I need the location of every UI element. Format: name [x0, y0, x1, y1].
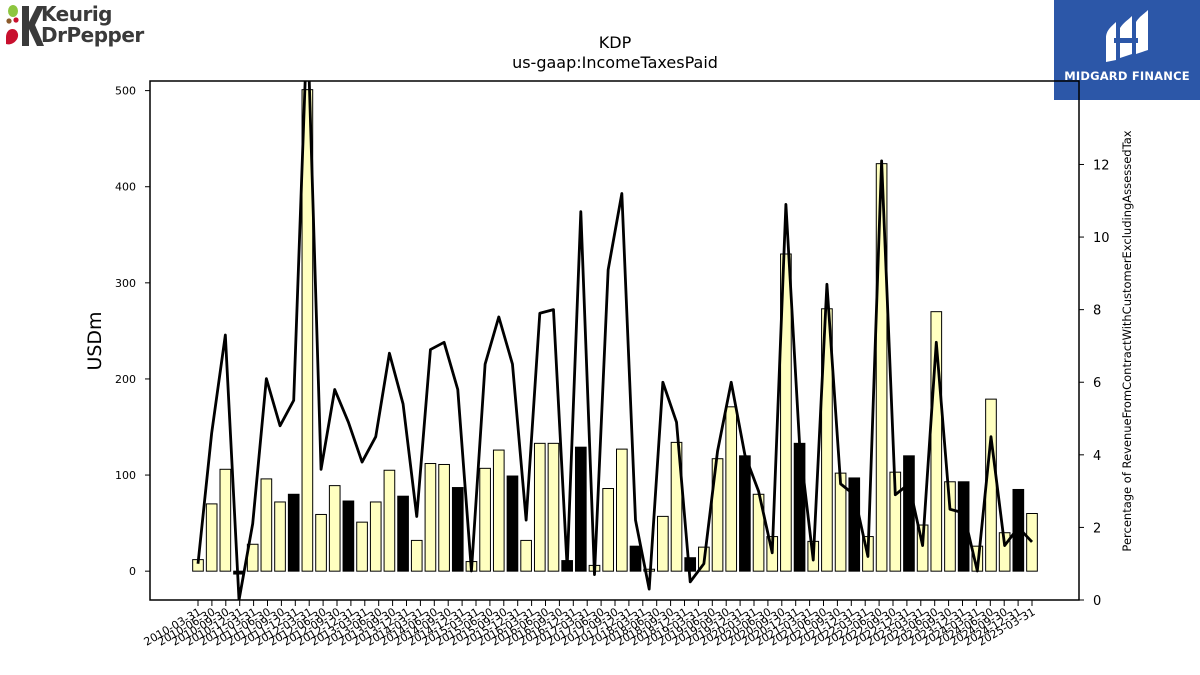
bar [574, 446, 587, 572]
bar [998, 532, 1011, 572]
y2-axis-label: Percentage of RevenueFromContractWithCus… [1120, 130, 1134, 551]
bar [479, 467, 491, 572]
bar [274, 501, 286, 572]
bar [780, 253, 792, 572]
y-tick-label: 200 [115, 373, 136, 386]
y-tick-label: 500 [115, 85, 136, 98]
bar [957, 481, 970, 572]
bar [328, 485, 341, 572]
y2-tick-label: 6 [1093, 376, 1101, 391]
bar [506, 475, 519, 572]
y-axis-label: USDm [84, 311, 106, 370]
keurig-dr-pepper-logo: Keurig DrPepper [4, 4, 164, 48]
bar [602, 488, 614, 572]
bar [1026, 513, 1038, 572]
bar [451, 487, 464, 572]
midgard-finance-wordmark: MIDGARD FINANCE [1064, 69, 1190, 83]
y2-tick-label: 8 [1093, 304, 1101, 319]
x-axis-ticks: 2010-03-312010-06-302010-09-302010-12-31… [142, 600, 1038, 649]
bar [739, 455, 751, 572]
bar [315, 513, 327, 572]
bar [219, 468, 232, 572]
bar [533, 442, 546, 572]
bar [205, 503, 218, 572]
bar [342, 500, 355, 572]
line-series-path [196, 81, 1034, 600]
y-tick-label: 0 [129, 565, 136, 578]
bar [438, 463, 450, 572]
y2-tick-label: 0 [1093, 594, 1101, 609]
bar [356, 521, 368, 572]
bar [260, 478, 273, 572]
y2-tick-label: 10 [1093, 231, 1110, 246]
keurig-wordmark: Keurig DrPepper [41, 4, 144, 46]
bar [397, 495, 409, 572]
keurig-wordmark-line1: Keurig [41, 2, 112, 26]
bar [670, 441, 683, 572]
bar [410, 539, 423, 572]
line-series [196, 81, 1034, 600]
bar [369, 501, 382, 572]
y2-tick-label: 2 [1093, 521, 1101, 536]
bar [492, 449, 505, 572]
midgard-logo-mark [1106, 10, 1148, 62]
bar [629, 545, 642, 572]
y-tick-label: 400 [115, 181, 136, 194]
bar [903, 455, 915, 572]
bar [424, 463, 437, 572]
bar [657, 515, 669, 572]
bar [1012, 488, 1025, 572]
bar [616, 448, 628, 572]
bar [944, 481, 956, 572]
bar [725, 406, 738, 572]
y-axis-ticks: 0 100 200 300 400 500 [115, 85, 150, 578]
y-tick-label: 100 [115, 469, 136, 482]
keurig-logo-mark [6, 5, 44, 46]
bar [301, 89, 314, 572]
bar [287, 493, 300, 572]
bar [793, 442, 806, 572]
bar [547, 442, 560, 572]
y2-tick-label: 4 [1093, 449, 1101, 464]
bar [383, 469, 396, 572]
chart-title: KDP [599, 33, 632, 52]
y-tick-label: 300 [115, 277, 136, 290]
keurig-wordmark-line2: DrPepper [41, 23, 144, 47]
y2-axis-ticks: 0 2 4 6 8 10 12 [1079, 158, 1110, 609]
bar-series [192, 89, 1038, 575]
bar [520, 539, 532, 572]
chart-subtitle: us-gaap:IncomeTaxesPaid [512, 53, 718, 72]
y2-tick-label: 12 [1093, 158, 1110, 173]
